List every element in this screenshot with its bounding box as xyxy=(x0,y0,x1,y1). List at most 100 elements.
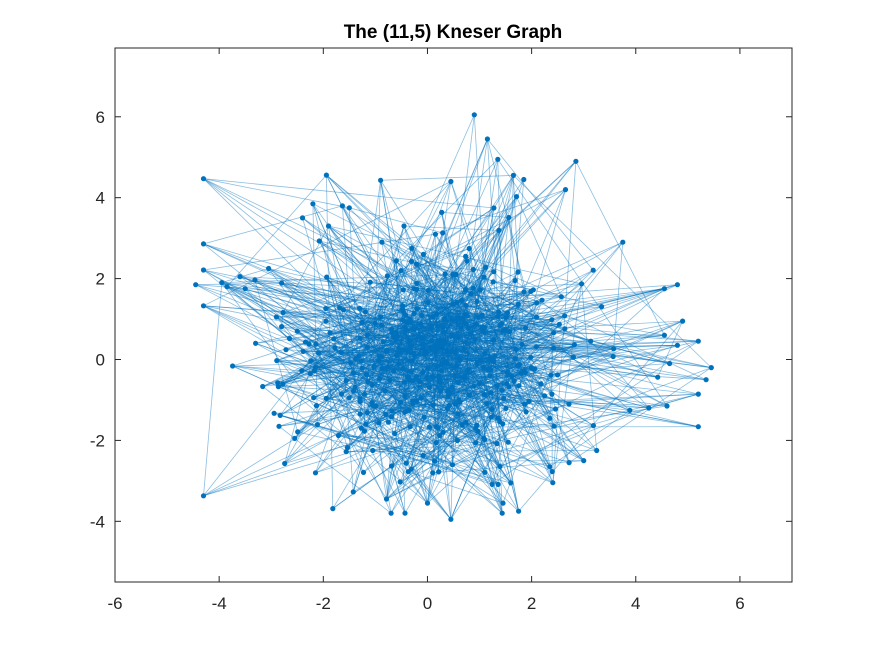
graph-edge xyxy=(366,374,406,514)
graph-edge xyxy=(315,225,405,473)
graph-node xyxy=(370,447,376,454)
graph-edge xyxy=(427,302,437,367)
graph-edge xyxy=(359,288,665,415)
graph-node xyxy=(590,423,597,429)
graph-edge xyxy=(451,138,488,388)
graph-edge xyxy=(268,268,452,520)
graph-edge xyxy=(328,225,574,358)
graph-node xyxy=(695,338,701,344)
graph-edge xyxy=(422,430,479,456)
graph-node xyxy=(294,328,300,334)
graph-edge xyxy=(262,321,407,387)
graph-edge xyxy=(361,315,468,429)
graph-edge xyxy=(276,316,342,395)
graph-node xyxy=(449,462,456,468)
graph-node xyxy=(242,286,248,292)
graph-edge xyxy=(380,180,495,362)
graph-edge xyxy=(419,323,560,337)
graph-edge xyxy=(505,317,553,472)
graph-edge xyxy=(203,178,494,209)
graph-edge xyxy=(326,276,458,441)
graph-node xyxy=(282,460,288,467)
graph-edge xyxy=(361,322,414,404)
graph-edge xyxy=(315,367,452,520)
graph-edge xyxy=(301,281,371,371)
graph-edge xyxy=(305,341,388,368)
graph-edge xyxy=(474,338,614,357)
graph-edge xyxy=(274,405,450,414)
graph-node xyxy=(335,432,342,439)
graph-edge xyxy=(487,138,594,271)
graph-edge xyxy=(317,260,397,425)
graph-edge xyxy=(341,351,401,354)
graph-edge xyxy=(370,281,537,304)
graph-edge xyxy=(476,346,537,364)
graph-node xyxy=(200,493,207,499)
graph-node xyxy=(581,458,587,464)
graph-edge xyxy=(491,340,699,485)
graph-edge xyxy=(452,302,458,465)
graph-edge xyxy=(391,465,406,514)
graph-edge xyxy=(343,309,406,413)
graph-edge xyxy=(378,301,478,357)
graph-node xyxy=(308,358,314,364)
graph-edge xyxy=(435,234,439,472)
graph-node xyxy=(566,401,572,407)
graph-node xyxy=(324,274,330,280)
graph-edge xyxy=(276,322,376,361)
graph-edge xyxy=(345,271,495,452)
graph-edge xyxy=(316,363,399,406)
graph-edge xyxy=(489,349,517,377)
graph-node xyxy=(481,392,488,398)
graph-edge xyxy=(477,385,520,432)
graph-edge xyxy=(487,138,505,399)
graph-node xyxy=(463,419,469,425)
graph-node xyxy=(397,479,403,485)
graph-edge xyxy=(365,311,424,345)
graph-edge xyxy=(325,320,397,341)
graph-edge xyxy=(325,291,531,322)
graph-edge xyxy=(468,248,503,514)
graph-edge xyxy=(371,359,492,404)
graph-edge xyxy=(278,376,512,388)
graph-edge xyxy=(315,299,543,368)
graph-node xyxy=(539,297,545,303)
graph-edge xyxy=(456,318,459,338)
graph-node xyxy=(549,391,555,397)
graph-edge xyxy=(454,291,525,354)
graph-node xyxy=(434,364,440,370)
graph-edge xyxy=(381,356,469,373)
graph-edge xyxy=(334,347,409,472)
graph-node xyxy=(570,354,577,360)
graph-edge xyxy=(326,175,334,509)
graph-edge xyxy=(415,377,439,429)
graph-edge xyxy=(441,364,484,368)
graph-edge xyxy=(325,267,486,309)
graph-node xyxy=(383,349,389,355)
graph-edge xyxy=(470,196,517,294)
graph-edge xyxy=(466,161,577,262)
graph-edge xyxy=(403,225,432,329)
graph-edge xyxy=(355,326,438,360)
graph-edge xyxy=(367,291,532,336)
graph-node xyxy=(476,381,483,387)
graph-edge xyxy=(203,269,375,368)
graph-node xyxy=(340,307,346,313)
graph-node xyxy=(237,274,243,280)
graph-node xyxy=(452,350,458,356)
graph-edge xyxy=(338,327,485,436)
graph-edge xyxy=(478,316,575,346)
graph-edge xyxy=(352,270,402,492)
graph-edge xyxy=(276,343,317,361)
graph-edge xyxy=(393,323,467,372)
graph-edge xyxy=(255,342,373,386)
graph-node xyxy=(488,414,494,420)
graph-node xyxy=(475,428,481,434)
graph-edge xyxy=(453,189,566,305)
graph-edge xyxy=(410,417,425,470)
graph-edge xyxy=(468,371,498,386)
graph-edge xyxy=(404,326,492,418)
graph-edge xyxy=(454,352,501,467)
graph-node xyxy=(299,215,306,221)
graph-edge xyxy=(476,207,495,302)
